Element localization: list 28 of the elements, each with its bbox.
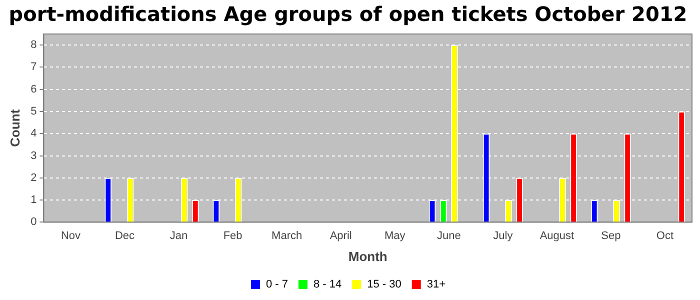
- x-tick-label: Dec: [114, 230, 136, 242]
- x-axis-title: Month: [348, 248, 388, 264]
- y-tick-label: 4: [30, 128, 37, 140]
- x-tick-label: August: [540, 230, 574, 242]
- y-tick-label: 7: [30, 61, 37, 74]
- y-tick-label: 2: [30, 172, 37, 184]
- x-tick-label: June: [436, 230, 461, 242]
- x-tick-label: Oct: [656, 230, 674, 242]
- x-tick-label: March: [272, 230, 302, 242]
- x-tick-label: Jan: [170, 230, 188, 242]
- legend-label: 0 - 7: [266, 278, 288, 291]
- y-tick-label: 8: [30, 39, 37, 52]
- x-tick-label: Sep: [601, 230, 621, 242]
- legend-label: 31+: [426, 278, 446, 291]
- x-tick-label: Feb: [223, 230, 242, 242]
- chart-title: port-modifications Age groups of open tickets October 2012: [8, 2, 688, 26]
- y-tick-label: 3: [30, 150, 37, 162]
- legend-label: 15 - 30: [367, 278, 402, 291]
- x-tick-label: April: [330, 230, 352, 242]
- y-axis-title: Count: [7, 108, 22, 147]
- x-tick-label: July: [493, 230, 514, 242]
- y-tick-label: 5: [30, 106, 37, 118]
- y-tick-label: 6: [30, 83, 37, 96]
- y-tick-label: 1: [30, 194, 37, 206]
- x-tick-label: Nov: [60, 230, 82, 242]
- legend-label: 8 - 14: [313, 278, 342, 291]
- x-tick-label: May: [384, 230, 406, 242]
- y-tick-label: 0: [30, 216, 37, 228]
